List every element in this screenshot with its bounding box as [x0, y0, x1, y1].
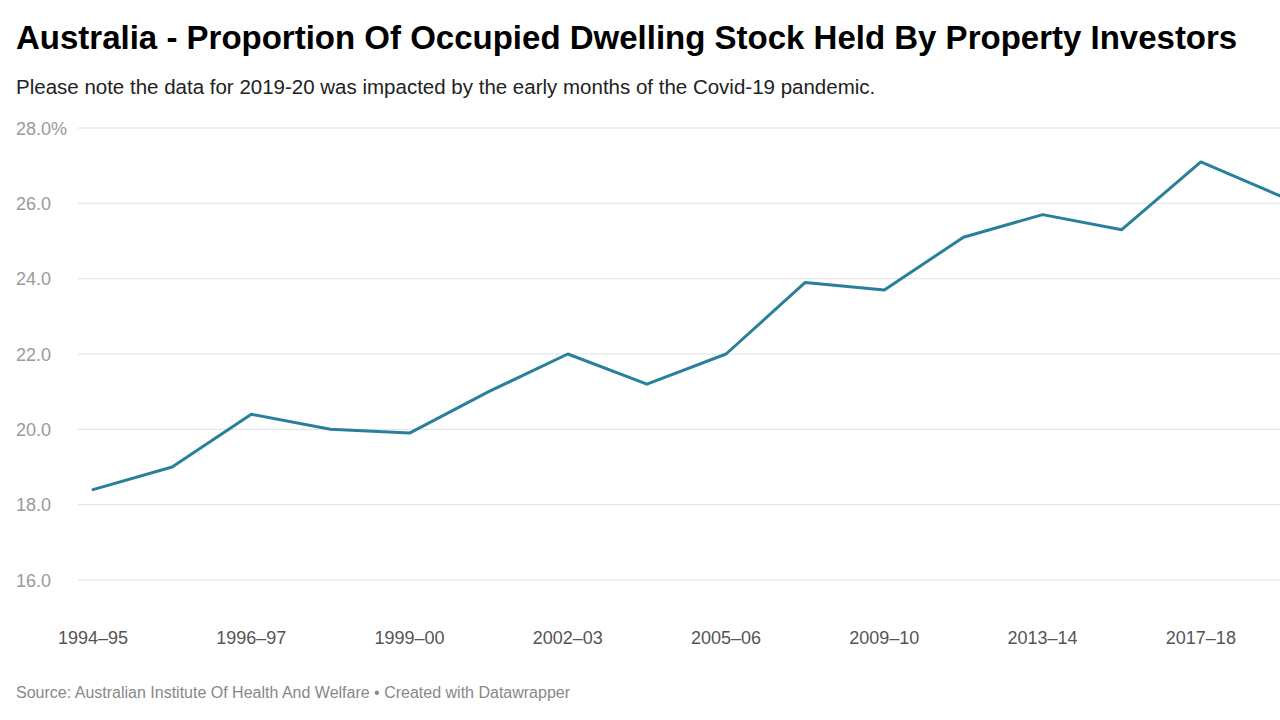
x-tick-label: 1994–95: [58, 628, 128, 648]
x-tick-label: 1996–97: [216, 628, 286, 648]
y-tick-label: 28.0%: [16, 119, 67, 139]
y-axis: 16.0 18.0 20.0 22.0 24.0 26.0 28.0%: [16, 119, 1280, 591]
grid-line: [78, 580, 1280, 581]
x-tick-label: 2013–14: [1008, 628, 1078, 648]
y-tick-label: 22.0: [16, 345, 51, 365]
grid-line: [78, 128, 1280, 129]
chart: Australia - Proportion Of Occupied Dwell…: [0, 0, 1280, 720]
data-line: [93, 162, 1280, 490]
x-tick-label: 2009–10: [849, 628, 919, 648]
y-tick-label: 26.0: [16, 194, 51, 214]
x-axis: 1994–95 1996–97 1999–00 2002–03 2005–06 2009–…: [58, 628, 1236, 648]
x-tick-label: 2005–06: [691, 628, 761, 648]
title: Australia - Proportion Of Occupied Dwell…: [16, 19, 1237, 56]
grid-line: [78, 354, 1280, 355]
grid-line: [78, 278, 1280, 279]
grid-line: [78, 203, 1280, 204]
y-tick-label: 20.0: [16, 420, 51, 440]
x-tick-label: 1999–00: [374, 628, 444, 648]
y-tick-label: 24.0: [16, 269, 51, 289]
plot-area: [93, 162, 1280, 490]
y-tick-label: 16.0: [16, 571, 51, 591]
y-tick-label: 18.0: [16, 495, 51, 515]
x-tick-label: 2017–18: [1166, 628, 1236, 648]
subtitle: Please note the data for 2019-20 was imp…: [16, 75, 875, 98]
x-tick-label: 2002–03: [533, 628, 603, 648]
grid-line: [78, 429, 1280, 430]
source: Source: Australian Institute Of Health A…: [16, 684, 571, 701]
grid-line: [78, 504, 1280, 505]
